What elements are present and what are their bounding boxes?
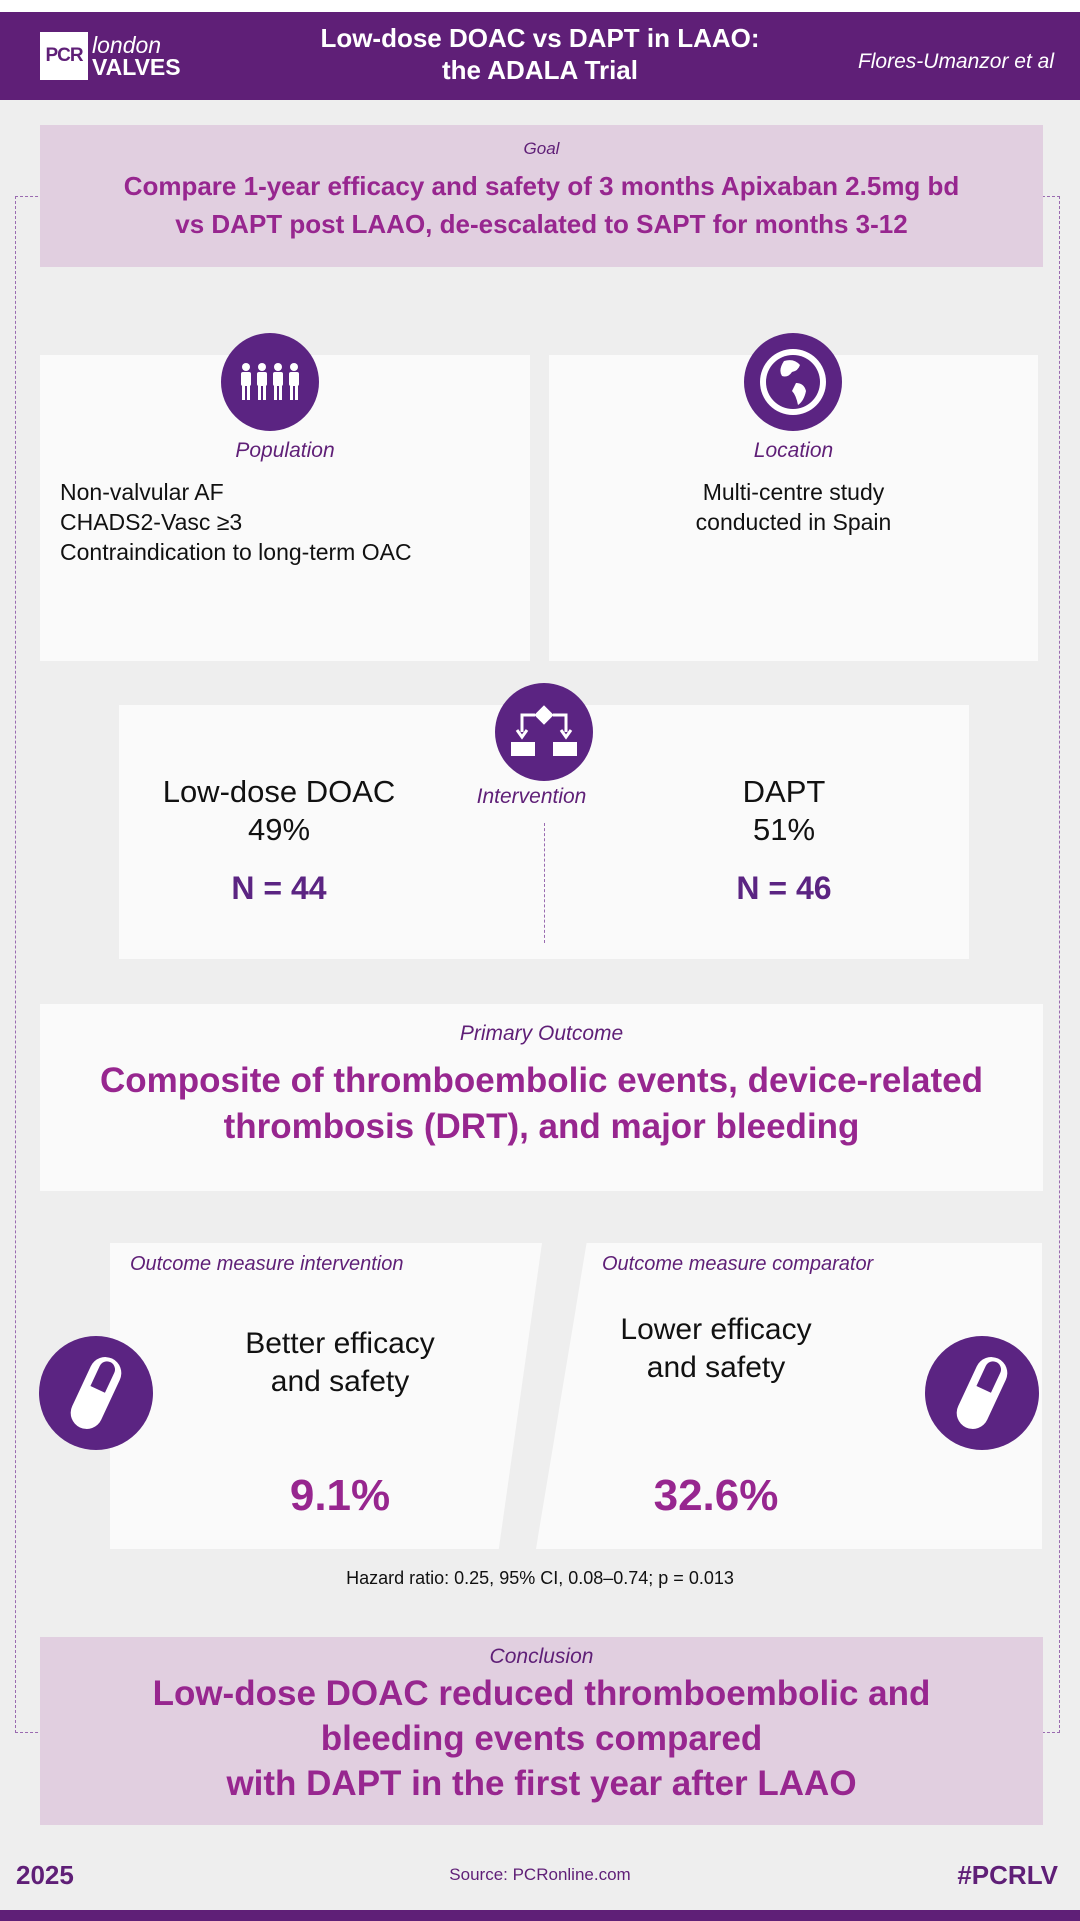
location-card: Location Multi-centre study conducted in …: [549, 355, 1038, 661]
conclusion-line3: with DAPT in the first year after LAAO: [226, 1764, 857, 1803]
footer-hashtag: #PCRLV: [957, 1860, 1058, 1890]
logo-line1: london: [92, 32, 162, 58]
population-item: Contraindication to long-term OAC: [60, 539, 412, 565]
goal-box: Goal Compare 1-year efficacy and safety …: [40, 125, 1043, 267]
location-text: Multi-centre study conducted in Spain: [549, 477, 1038, 537]
goal-line2: vs DAPT post LAAO, de-escalated to SAPT …: [175, 209, 908, 239]
outcome-line2: and safety: [646, 1351, 786, 1384]
population-item: Non-valvular AF: [60, 479, 224, 505]
arm-n: N = 46: [736, 870, 832, 906]
globe-icon: [744, 333, 842, 431]
title-line1: Low-dose DOAC vs DAPT in LAAO:: [320, 23, 760, 53]
primary-outcome-card: Primary Outcome Composite of thromboembo…: [40, 1004, 1043, 1191]
outcome-intervention-label: Outcome measure intervention: [130, 1253, 404, 1275]
page-title: Low-dose DOAC vs DAPT in LAAO: the ADALA …: [250, 22, 830, 86]
conclusion-line1: Low-dose DOAC reduced thromboembolic and: [152, 1674, 931, 1713]
goal-label: Goal: [523, 139, 560, 158]
outcome-intervention-text: Better efficacy and safety: [210, 1325, 470, 1401]
divider: [544, 823, 545, 943]
flowchart-icon: [495, 683, 593, 781]
logo-box: PCR: [40, 32, 88, 80]
conclusion-label: Conclusion: [489, 1645, 594, 1668]
arm-name: DAPT: [742, 774, 826, 809]
population-list: Non-valvular AF CHADS2-Vasc ≥3 Contraind…: [60, 477, 530, 567]
intervention-arm-doac: Low-dose DOAC 49% N = 44: [119, 773, 439, 907]
conclusion-line2: bleeding events compared: [320, 1719, 763, 1758]
primary-line2: thrombosis (DRT), and major bleeding: [223, 1107, 860, 1146]
location-line2: conducted in Spain: [695, 509, 892, 535]
arm-name: Low-dose DOAC: [162, 774, 396, 809]
primary-outcome-label: Primary Outcome: [459, 1022, 624, 1045]
pill-icon: [925, 1336, 1039, 1450]
top-strip: [0, 0, 1080, 12]
footer-source: Source: PCRonline.com: [449, 1865, 631, 1884]
footer-bar: [0, 1910, 1080, 1921]
intervention-arm-dapt: DAPT 51% N = 46: [624, 773, 944, 907]
pill-icon: [39, 1336, 153, 1450]
arm-percent: 51%: [752, 812, 816, 847]
primary-line1: Composite of thromboembolic events, devi…: [100, 1061, 983, 1100]
outcome-intervention-value: 9.1%: [289, 1471, 391, 1520]
intervention-label: Intervention: [476, 785, 587, 808]
header-bar: [0, 12, 1080, 100]
authors: Flores-Umanzor et al: [857, 50, 1054, 73]
goal-text: Compare 1-year efficacy and safety of 3 …: [40, 167, 1043, 243]
footer-year: 2025: [16, 1860, 74, 1890]
arm-n: N = 44: [231, 870, 327, 906]
conclusion-text: Low-dose DOAC reduced thromboembolic and…: [40, 1671, 1043, 1806]
outcome-line1: Better efficacy: [245, 1327, 435, 1360]
conclusion-box: Conclusion Low-dose DOAC reduced thrombo…: [40, 1637, 1043, 1825]
goal-line1: Compare 1-year efficacy and safety of 3 …: [123, 171, 960, 201]
population-label: Population: [235, 439, 335, 462]
arm-percent: 49%: [247, 812, 311, 847]
outcome-intervention-card: Outcome measure intervention Better effi…: [110, 1243, 542, 1549]
outcome-comparator-text: Lower efficacy and safety: [586, 1311, 846, 1387]
primary-outcome-text: Composite of thromboembolic events, devi…: [40, 1058, 1043, 1150]
title-line2: the ADALA Trial: [442, 55, 638, 85]
location-line1: Multi-centre study: [702, 479, 885, 505]
pcr-london-valves-logo: PCR london VALVES: [40, 32, 181, 80]
outcome-line2: and safety: [270, 1365, 410, 1398]
outcome-comparator-label: Outcome measure comparator: [602, 1253, 874, 1275]
people-icon: [221, 333, 319, 431]
population-item: CHADS2-Vasc ≥3: [60, 509, 243, 535]
hazard-ratio: Hazard ratio: 0.25, 95% CI, 0.08–0.74; p…: [346, 1568, 734, 1588]
location-label: Location: [753, 439, 834, 462]
logo-line2: VALVES: [92, 54, 181, 80]
outcome-comparator-value: 32.6%: [653, 1471, 779, 1520]
outcome-line1: Lower efficacy: [620, 1313, 812, 1346]
